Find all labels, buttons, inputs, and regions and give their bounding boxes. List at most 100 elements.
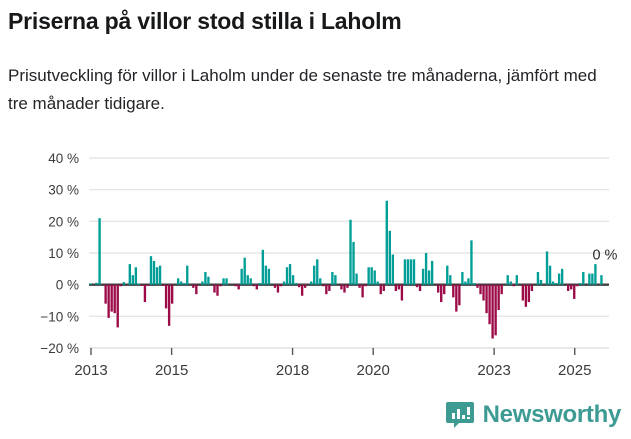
bar <box>545 251 549 285</box>
bar <box>110 284 113 312</box>
bar <box>557 273 561 285</box>
bar <box>394 284 398 291</box>
bar <box>170 284 174 304</box>
bar <box>551 281 555 285</box>
y-axis-tick-label: −10 % <box>40 309 79 324</box>
bar <box>246 275 249 285</box>
bar <box>424 253 428 285</box>
bar <box>183 283 186 285</box>
bar <box>482 284 485 301</box>
bar <box>340 284 343 290</box>
bar <box>297 284 301 288</box>
bar <box>437 284 440 293</box>
bar <box>104 284 107 304</box>
bar <box>355 273 358 285</box>
bar <box>98 218 101 285</box>
bar <box>158 265 162 285</box>
bar <box>400 284 404 301</box>
bar <box>195 284 198 295</box>
bar <box>594 264 597 285</box>
bar <box>403 259 407 285</box>
bar <box>282 281 286 285</box>
bar <box>164 284 168 309</box>
bar <box>134 267 138 285</box>
bar <box>485 284 488 314</box>
bar <box>476 284 479 288</box>
bar <box>310 281 313 285</box>
y-axis-tick-label: 0 % <box>56 278 79 293</box>
bar <box>219 284 222 287</box>
bar <box>440 284 443 303</box>
bar <box>180 281 183 285</box>
bar <box>95 282 98 285</box>
bar <box>255 284 258 290</box>
bar <box>539 279 543 285</box>
bar <box>379 284 382 295</box>
bar <box>573 284 576 299</box>
bar <box>243 257 246 285</box>
chart-subtitle: Prisutveckling för villor i Laholm under… <box>8 66 597 113</box>
bar <box>443 284 446 295</box>
bar <box>464 281 467 285</box>
bar <box>506 275 509 285</box>
bar <box>527 284 531 303</box>
bar <box>331 272 334 285</box>
bar-chart-speech-bubble-icon <box>445 400 475 430</box>
bar <box>488 284 491 325</box>
bar <box>216 284 219 296</box>
x-axis-tick-label: 2018 <box>276 362 309 379</box>
bar <box>152 260 156 285</box>
bar <box>512 284 515 287</box>
bar <box>167 284 171 326</box>
bar <box>334 275 337 285</box>
bar <box>234 284 237 287</box>
bar <box>548 265 552 285</box>
bar <box>509 281 512 285</box>
bar <box>119 284 122 287</box>
bar <box>406 259 410 285</box>
x-axis-tick-label: 2013 <box>74 362 107 379</box>
bar <box>207 276 210 285</box>
bar <box>249 278 252 285</box>
bar <box>470 240 473 285</box>
bar <box>107 284 110 318</box>
bar <box>591 273 594 285</box>
bar <box>479 284 482 295</box>
bar <box>288 264 292 285</box>
bar <box>391 254 395 285</box>
bar <box>536 272 540 285</box>
bar <box>328 284 331 291</box>
bar <box>113 284 116 314</box>
bar <box>500 284 503 295</box>
bar <box>267 268 271 285</box>
bar <box>452 284 455 298</box>
bar <box>473 283 476 285</box>
bar <box>554 283 558 285</box>
bar <box>89 283 92 285</box>
bar <box>319 278 322 285</box>
bar <box>161 284 165 286</box>
bar <box>204 272 207 285</box>
bar <box>122 282 125 285</box>
bar <box>570 284 573 290</box>
bar <box>146 284 150 286</box>
bar <box>521 284 525 301</box>
bar <box>213 284 216 293</box>
bar <box>524 284 528 307</box>
bar <box>294 283 298 285</box>
newsworthy-logo[interactable]: Newsworthy <box>445 400 621 430</box>
bar <box>237 284 240 290</box>
last-value-label: 0 % <box>592 247 617 263</box>
bar <box>358 284 361 288</box>
bar <box>201 281 204 285</box>
bar <box>530 284 534 291</box>
bar <box>303 284 307 288</box>
y-axis-tick-label: 20 % <box>48 214 79 229</box>
bar <box>600 275 603 285</box>
y-axis-tick-label: 40 % <box>48 151 79 166</box>
chart-footer: Newsworthy <box>0 396 631 439</box>
bar <box>352 241 355 285</box>
bar <box>397 284 401 290</box>
bar <box>261 249 265 285</box>
